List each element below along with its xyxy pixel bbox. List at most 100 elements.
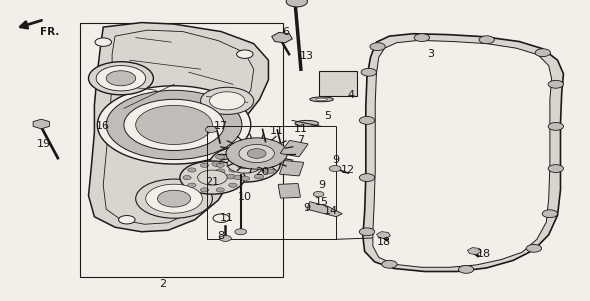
Circle shape [205, 126, 217, 132]
Ellipse shape [295, 120, 319, 126]
Circle shape [201, 87, 254, 114]
Circle shape [542, 210, 558, 218]
Text: 6: 6 [283, 26, 290, 37]
Circle shape [231, 155, 247, 164]
Circle shape [548, 80, 563, 88]
Bar [319, 71, 357, 96]
Text: 11: 11 [220, 213, 234, 223]
Circle shape [254, 149, 264, 154]
Circle shape [265, 154, 274, 159]
Text: 11: 11 [294, 124, 308, 135]
Circle shape [229, 183, 237, 187]
Circle shape [216, 163, 224, 167]
Circle shape [136, 179, 212, 218]
Text: 14: 14 [323, 206, 337, 216]
Circle shape [198, 170, 227, 185]
Circle shape [526, 244, 542, 252]
Text: 18: 18 [477, 249, 491, 259]
Circle shape [268, 162, 278, 166]
Circle shape [313, 191, 324, 197]
Text: 12: 12 [341, 165, 355, 175]
Circle shape [201, 163, 209, 167]
Text: FR.: FR. [41, 26, 60, 37]
Text: 9: 9 [303, 203, 310, 213]
Circle shape [370, 43, 385, 51]
Circle shape [106, 90, 242, 160]
Text: 4: 4 [348, 90, 355, 100]
Circle shape [535, 49, 550, 57]
Circle shape [254, 174, 264, 179]
Text: 3: 3 [427, 49, 434, 59]
Circle shape [212, 162, 221, 166]
Circle shape [234, 175, 242, 180]
Circle shape [240, 147, 250, 152]
Circle shape [548, 165, 563, 172]
Circle shape [414, 34, 430, 42]
Circle shape [88, 62, 153, 95]
Text: 7: 7 [297, 135, 304, 145]
Circle shape [209, 146, 280, 182]
Circle shape [361, 68, 376, 76]
Circle shape [227, 155, 263, 173]
Text: 2: 2 [159, 279, 166, 290]
Circle shape [180, 161, 245, 194]
Circle shape [215, 154, 225, 159]
Text: 11: 11 [270, 126, 284, 136]
Circle shape [247, 149, 266, 158]
Circle shape [146, 184, 202, 213]
Ellipse shape [316, 98, 327, 101]
Circle shape [236, 160, 254, 169]
FancyBboxPatch shape [280, 141, 308, 157]
Circle shape [188, 183, 196, 187]
Ellipse shape [310, 97, 333, 102]
Text: 18: 18 [376, 237, 391, 247]
Circle shape [97, 86, 251, 164]
FancyBboxPatch shape [278, 184, 300, 198]
Circle shape [219, 235, 231, 241]
Text: 9: 9 [333, 154, 340, 165]
Circle shape [226, 174, 235, 179]
Circle shape [265, 169, 274, 174]
Polygon shape [307, 202, 342, 217]
Circle shape [548, 123, 563, 130]
Circle shape [359, 174, 375, 182]
Circle shape [106, 71, 136, 86]
Text: 20: 20 [255, 166, 270, 177]
Circle shape [329, 166, 341, 172]
Text: 21: 21 [205, 177, 219, 187]
Circle shape [216, 188, 224, 192]
FancyBboxPatch shape [280, 161, 304, 176]
Text: 5: 5 [324, 111, 331, 121]
Circle shape [359, 228, 375, 236]
Circle shape [183, 175, 191, 180]
Circle shape [215, 169, 225, 174]
Text: 8: 8 [218, 231, 225, 241]
Text: 16: 16 [96, 121, 110, 132]
Circle shape [286, 0, 307, 7]
Circle shape [124, 99, 224, 150]
Circle shape [359, 116, 375, 124]
Circle shape [136, 105, 212, 144]
Circle shape [209, 92, 245, 110]
Text: 17: 17 [214, 121, 228, 132]
Text: 19: 19 [37, 139, 51, 150]
Circle shape [458, 265, 474, 273]
Circle shape [237, 50, 253, 58]
Polygon shape [88, 23, 268, 232]
Circle shape [201, 188, 209, 192]
Polygon shape [373, 40, 552, 267]
Bar [80, 23, 283, 277]
Polygon shape [363, 34, 563, 272]
Text: 9: 9 [318, 180, 325, 190]
Text: 10: 10 [238, 192, 252, 202]
Text: 15: 15 [314, 197, 329, 207]
Circle shape [96, 66, 146, 91]
Bar [206, 126, 336, 239]
Circle shape [213, 214, 230, 222]
Circle shape [382, 260, 397, 268]
Circle shape [479, 36, 494, 44]
Circle shape [188, 168, 196, 172]
Text: 13: 13 [300, 51, 314, 61]
Circle shape [235, 229, 247, 235]
Circle shape [239, 144, 274, 163]
